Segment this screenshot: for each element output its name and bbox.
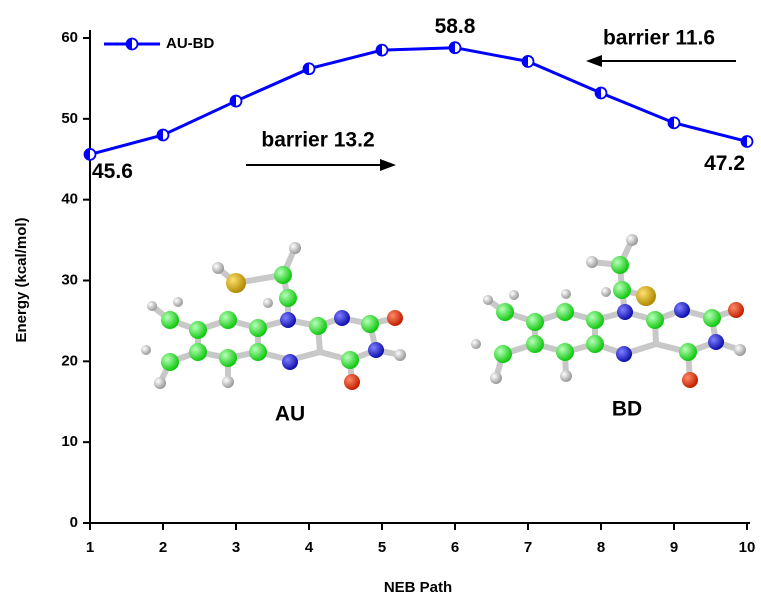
- y-tick-label: 40: [61, 191, 78, 208]
- annotation: barrier 11.6: [603, 27, 715, 50]
- data-label: 45.6: [92, 160, 133, 183]
- x-tick-label: 3: [232, 539, 240, 556]
- x-tick-label: 9: [670, 539, 678, 556]
- x-tick-label: 7: [524, 539, 532, 556]
- data-point: [669, 117, 680, 128]
- chart: Energy (kcal/mol) NEB Path: [0, 0, 761, 601]
- x-tick-label: 2: [159, 539, 167, 556]
- axes: [83, 30, 750, 530]
- x-tick-label: 1: [86, 539, 94, 556]
- legend-marker: [127, 39, 138, 50]
- molecule-label: AU: [275, 403, 305, 426]
- y-tick-label: 0: [70, 514, 78, 531]
- data-point: [450, 42, 461, 53]
- x-tick-label: 6: [451, 539, 459, 556]
- data-point: [304, 63, 315, 74]
- data-point: [377, 45, 388, 56]
- x-tick-label: 5: [378, 539, 386, 556]
- arrowhead: [586, 55, 602, 67]
- annotation: barrier 13.2: [261, 129, 374, 152]
- arrowhead: [380, 159, 396, 171]
- data-point: [231, 96, 242, 107]
- data-point: [596, 87, 607, 98]
- molecule-label: BD: [612, 398, 642, 421]
- data-label: 47.2: [704, 152, 745, 175]
- y-tick-label: 10: [61, 433, 78, 450]
- x-tick-label: 4: [305, 539, 314, 556]
- data-point: [523, 56, 534, 67]
- data-point: [742, 136, 753, 147]
- y-tick-label: 20: [61, 352, 78, 369]
- x-tick-label: 10: [739, 539, 756, 556]
- data-label: 58.8: [435, 15, 476, 38]
- molecule-bd: [471, 234, 746, 388]
- y-axis-label: Energy (kcal/mol): [13, 217, 30, 342]
- x-tick-label: 8: [597, 539, 605, 556]
- series-line: [90, 48, 747, 155]
- y-tick-label: 30: [61, 271, 78, 288]
- arrows: [246, 55, 736, 171]
- legend: AU-BD: [104, 35, 214, 52]
- molecule-au: [141, 242, 406, 390]
- data-point: [158, 130, 169, 141]
- x-axis-label: NEB Path: [384, 579, 452, 596]
- legend-label: AU-BD: [166, 35, 214, 52]
- data-point: [85, 149, 96, 160]
- y-tick-label: 50: [61, 110, 78, 127]
- y-tick-label: 60: [61, 29, 78, 46]
